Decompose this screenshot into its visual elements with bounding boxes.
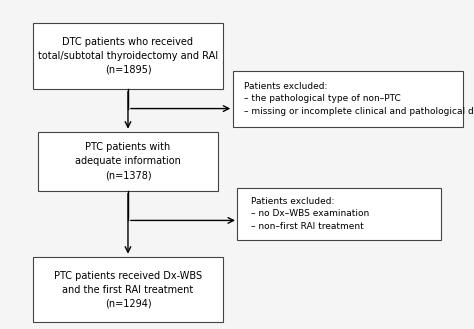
Text: PTC patients with
adequate information
(n=1378): PTC patients with adequate information (… bbox=[75, 142, 181, 180]
Text: Patients excluded:
– no Dx–WBS examination
– non–first RAI treatment: Patients excluded: – no Dx–WBS examinati… bbox=[251, 197, 369, 231]
Text: PTC patients received Dx-WBS
and the first RAI treatment
(n=1294): PTC patients received Dx-WBS and the fir… bbox=[54, 270, 202, 309]
FancyBboxPatch shape bbox=[237, 188, 441, 240]
Text: DTC patients who received
total/subtotal thyroidectomy and RAI
(n=1895): DTC patients who received total/subtotal… bbox=[38, 37, 218, 75]
FancyBboxPatch shape bbox=[33, 257, 223, 322]
FancyBboxPatch shape bbox=[33, 23, 223, 89]
FancyBboxPatch shape bbox=[233, 71, 464, 127]
FancyBboxPatch shape bbox=[38, 132, 218, 191]
Text: Patients excluded:
– the pathological type of non–PTC
– missing or incomplete cl: Patients excluded: – the pathological ty… bbox=[244, 82, 474, 116]
